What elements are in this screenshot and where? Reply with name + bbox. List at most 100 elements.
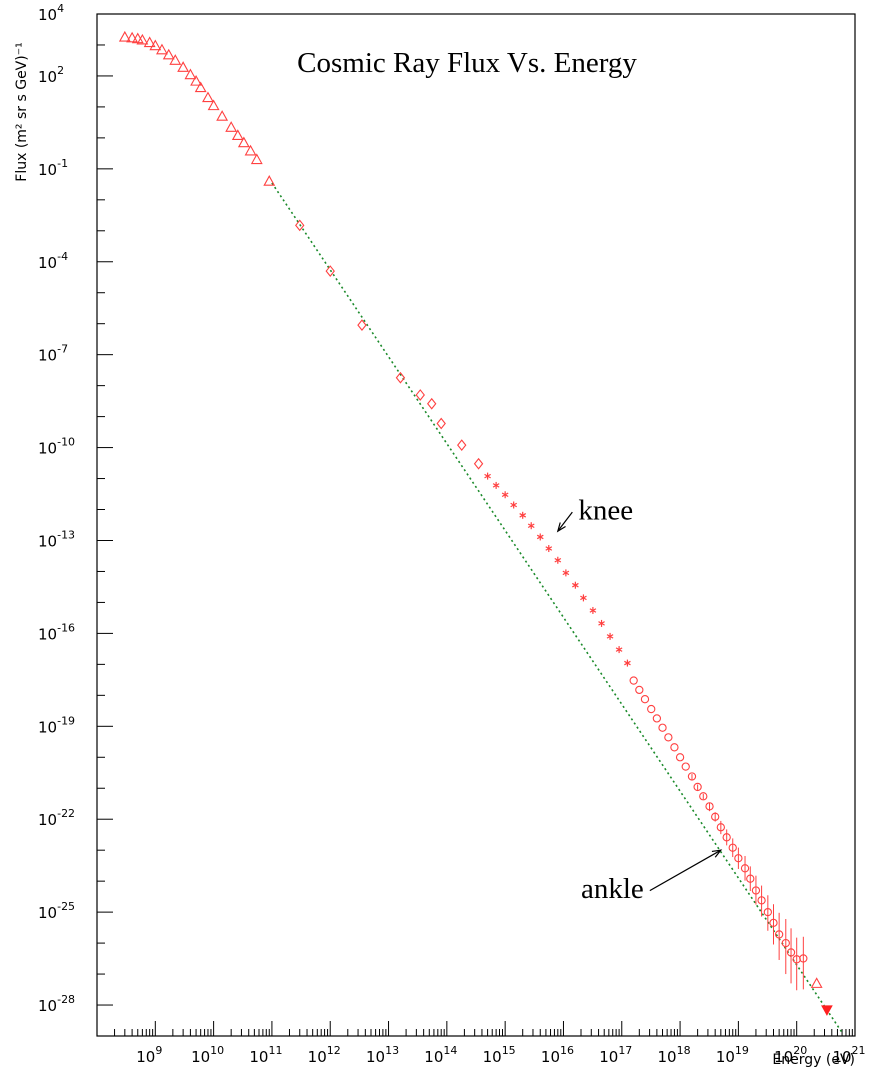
data-points-layer [118,30,833,1016]
data-point-star [562,569,570,577]
data-point-star [510,501,518,509]
y-tick-exp: -25 [57,900,75,913]
x-tick-label: 1016 [541,1044,574,1066]
y-tick-label: 10-1 [38,157,68,179]
data-point-triangle [184,68,197,80]
data-point-triangle [177,61,190,72]
x-tick-label: 1017 [599,1044,632,1066]
y-tick-base: 10 [38,347,57,365]
star-stroke [580,595,587,601]
data-point-star [545,545,553,553]
data-point-triangle [126,31,139,43]
data-point-star [580,594,587,602]
data-point-star [615,646,623,654]
data-point-circle [734,854,743,863]
y-tick-exp: -10 [57,436,75,449]
y-tick-base: 10 [38,811,57,829]
y-tick-base: 10 [38,904,57,922]
x-tick-label: 109 [136,1044,162,1066]
x-tick-exp: 10 [210,1044,224,1057]
data-point-triangle [216,110,229,121]
data-point-triangle [202,91,214,103]
data-point-triangle [136,33,149,45]
fit-line [271,182,843,1033]
y-tick-exp: -28 [57,993,75,1006]
data-point-star [589,606,597,614]
y-tick-exp: -16 [57,621,75,634]
x-tick-base: 10 [136,1048,155,1066]
star-stroke [554,557,562,563]
data-point-circle [675,753,685,762]
y-tick-label: 104 [38,2,64,24]
data-point-star [501,491,509,499]
data-point-circle [786,948,796,957]
chart-title: Cosmic Ray Flux Vs. Energy [297,47,637,79]
x-tick-exp: 13 [385,1044,399,1057]
data-point-star [484,472,491,480]
star-stroke [589,608,597,613]
y-tick-label: 10-16 [38,621,75,643]
star-stroke [545,546,553,551]
x-tick-base: 10 [599,1048,618,1066]
data-point-circle [647,704,656,714]
annotations-layer: knee ankle [556,495,723,905]
annotation-ankle: ankle [581,873,644,905]
y-tick-label: 10-28 [38,993,75,1015]
data-point-circle [693,782,702,792]
data-point-triangle [244,144,257,156]
x-tick-label: 1020 [774,1044,807,1066]
x-tick-base: 10 [716,1048,735,1066]
y-tick-label: 10-13 [38,528,75,550]
y-tick-label: 10-22 [38,807,75,829]
data-point-star [519,511,527,519]
y-tick-exp: -22 [57,807,75,820]
data-point-triangle [156,43,168,55]
x-tick-label: 1018 [658,1044,691,1066]
data-point-diamond [473,457,484,470]
star-stroke [492,483,500,488]
star-stroke [562,570,570,576]
data-point-triangle [194,81,207,93]
data-point-diamond [457,439,467,452]
data-point-triangle [207,99,220,111]
data-point-diamond [325,265,335,277]
y-tick-label: 10-19 [38,714,75,736]
data-point-triangle [118,30,131,42]
data-point-triangle [231,129,244,140]
data-point-circle [746,874,755,883]
data-point-triangle [237,136,250,148]
annotation-arrow-head [711,849,723,858]
y-tick-base: 10 [38,718,57,736]
data-point-diamond [295,219,305,232]
x-tick-exp: 12 [327,1044,341,1057]
data-point-circle [681,762,690,771]
y-tick-base: 10 [38,997,57,1015]
x-tick-exp: 17 [618,1044,632,1057]
y-tick-label: 10-7 [38,343,68,365]
data-point-triangle [190,74,202,86]
data-point-star [598,619,605,627]
plot-frame [96,13,856,1037]
data-point-circle [664,733,673,742]
star-stroke [510,502,518,508]
data-point-circle [670,743,679,752]
data-point-diamond [395,371,406,384]
data-point-triangle [143,36,156,48]
data-point-circle [769,918,778,928]
data-point-triangle [169,54,182,65]
y-tick-base: 10 [38,625,57,643]
data-point-circle [763,907,772,917]
y-tick-exp: -7 [57,343,68,356]
data-point-star [492,481,500,489]
x-tick-label: 1013 [366,1044,399,1066]
annotation-arrow-head [556,522,566,533]
x-tick-base: 10 [658,1048,677,1066]
star-stroke [615,647,623,652]
x-tick-base: 10 [483,1048,502,1066]
x-tick-label: 1012 [308,1044,341,1066]
data-point-circle [658,723,667,732]
data-point-circle [711,812,720,821]
x-axis-title: Energy (eV) [772,1052,855,1068]
data-point-diamond [415,389,425,401]
